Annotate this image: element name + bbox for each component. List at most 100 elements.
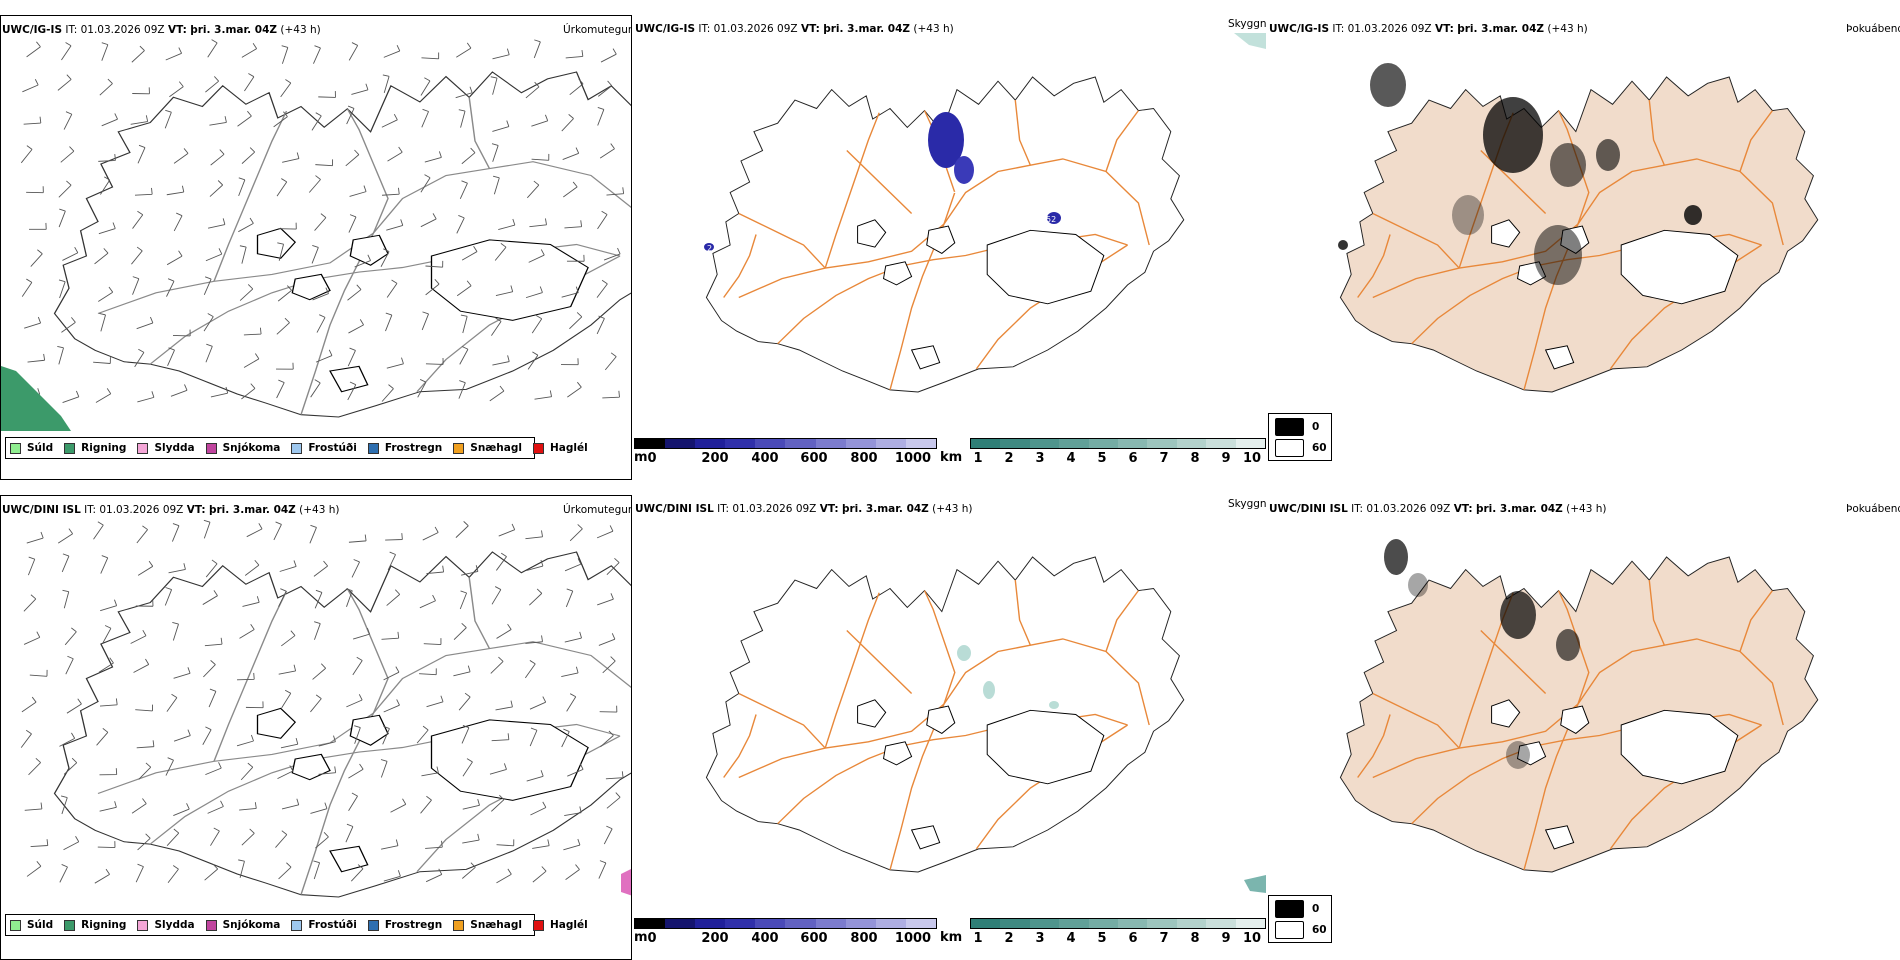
precip-legend: Súld Rigning Slydda Snjókoma Frostúði Fr… — [5, 914, 588, 936]
model-name: UWC/DINI ISL — [2, 504, 81, 516]
wind-barb — [62, 589, 70, 609]
swatch — [1275, 900, 1304, 918]
wind-barb — [245, 701, 264, 709]
tick-label: 5 — [1097, 931, 1107, 946]
colorbar-segment — [971, 439, 1001, 448]
colorbar-segment — [1176, 439, 1207, 448]
wind-barb — [314, 213, 327, 231]
wind-barb — [62, 390, 80, 403]
wind-barb — [354, 725, 361, 744]
legend-label: Súld — [27, 442, 54, 454]
legend-label: 60 — [1312, 924, 1327, 936]
wind-barb — [346, 105, 355, 125]
wind-barb — [26, 186, 44, 194]
wind-barb — [277, 765, 294, 780]
wind-barb — [346, 588, 353, 607]
legend-label: Haglél — [549, 919, 588, 931]
wind-barb — [136, 525, 148, 544]
colorbar-segment — [845, 919, 876, 928]
colorbar-segment — [755, 439, 786, 448]
snow-area — [621, 869, 631, 896]
wind-barb — [59, 864, 68, 883]
wind-barb — [207, 218, 226, 229]
wind-barb — [29, 222, 47, 230]
wind-barb — [94, 248, 109, 265]
wind-barb — [461, 862, 476, 879]
wind-barb — [420, 213, 437, 228]
vis-colorbar: 1 2 3 4 5 6 7 8 9 10 km — [940, 918, 1266, 947]
tick-label: 400 — [751, 451, 779, 466]
wind-barb — [350, 864, 364, 882]
wind-barb — [239, 245, 247, 264]
precip-map-1 — [1, 39, 631, 431]
wind-barb — [137, 560, 154, 576]
wind-barb — [564, 558, 582, 572]
wind-barb — [417, 379, 427, 398]
legend-label: Rigning — [81, 442, 127, 454]
tick-label: 600 — [800, 451, 828, 466]
wind-barb — [66, 698, 82, 714]
wind-barb — [98, 286, 114, 302]
wind-barb — [136, 740, 155, 749]
swatch — [64, 919, 76, 931]
wind-barb — [24, 316, 42, 329]
legend-label: Snæhagl — [470, 919, 522, 931]
wind-barb — [458, 109, 466, 128]
colorbar-segment — [1088, 439, 1119, 448]
wind-barb — [236, 734, 254, 747]
wind-barb — [281, 689, 292, 709]
wind-barb — [382, 74, 390, 93]
wind-barb — [347, 381, 357, 401]
wind-barb — [351, 83, 369, 95]
wind-barb — [132, 87, 150, 95]
wind-barb — [416, 725, 429, 744]
visibility-panel-2: UWC/DINI ISL IT: 01.03.2026 09Z VT: þri.… — [634, 495, 1266, 950]
colorbar-segment — [1206, 919, 1236, 928]
wind-barb — [315, 349, 333, 363]
wind-barb — [596, 315, 605, 335]
wind-barb — [209, 180, 224, 197]
colorbar-segment — [725, 439, 756, 448]
wind-barb — [171, 523, 180, 542]
wind-barb — [98, 222, 116, 235]
wind-barb — [168, 563, 186, 574]
init-time: IT: 01.03.2026 09Z — [65, 24, 165, 36]
wind-barb — [461, 245, 478, 261]
wind-barb — [348, 319, 364, 334]
model-name: UWC/IG-IS — [635, 23, 696, 35]
wind-barb — [279, 222, 297, 230]
wind-barb — [166, 185, 185, 196]
lead-time: (+43 h) — [1566, 503, 1607, 515]
wind-barb — [381, 113, 398, 128]
tick-label: 1000 — [894, 451, 932, 466]
wind-barb — [280, 737, 299, 749]
legend-label: Frostregn — [384, 442, 443, 454]
wind-barb — [26, 531, 44, 544]
swatch — [137, 442, 149, 454]
legend-label: Frostúði — [308, 442, 357, 454]
legend-label: Súld — [27, 919, 54, 931]
wind-barb — [525, 530, 543, 540]
model-name: UWC/IG-IS — [1269, 23, 1330, 35]
wind-barb — [530, 801, 547, 816]
wind-barb — [348, 763, 364, 779]
wind-barb — [496, 839, 515, 847]
visibility-shade — [1234, 33, 1266, 49]
wind-barb — [529, 727, 538, 747]
wind-barb — [491, 733, 510, 742]
wind-barb — [135, 863, 144, 883]
panel-type: Úrkomutegund — [563, 504, 631, 516]
wind-barb — [97, 841, 116, 849]
wind-barb — [524, 660, 536, 679]
valid-time: þri. 3.mar. 04Z — [1475, 503, 1563, 515]
wind-barb — [603, 247, 621, 261]
legend-item: Snæhagl — [453, 442, 522, 454]
wind-barb — [531, 153, 550, 161]
wind-barb — [387, 146, 403, 162]
wind-barb — [527, 351, 539, 370]
colorbar-segment — [695, 439, 726, 448]
wind-barb — [99, 768, 118, 776]
wind-barb — [170, 384, 188, 397]
wind-barb — [383, 699, 400, 713]
wind-barb — [490, 76, 498, 95]
